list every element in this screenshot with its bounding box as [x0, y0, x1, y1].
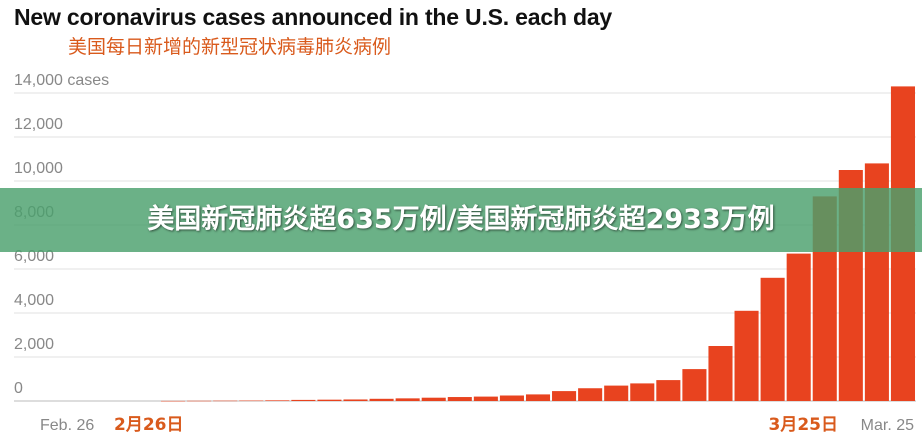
bar	[161, 400, 186, 402]
bar	[239, 400, 264, 402]
x-axis-label: Feb. 26	[40, 417, 94, 434]
bar	[682, 369, 707, 401]
y-tick-label: 6,000	[14, 248, 54, 265]
bar	[499, 395, 524, 401]
bar	[291, 399, 316, 401]
bar	[604, 385, 629, 401]
y-tick-label: 12,000	[14, 116, 63, 133]
overlay-banner: 美国新冠肺炎超635万例/美国新冠肺炎超2933万例	[0, 188, 922, 252]
y-tick-label: 10,000	[14, 160, 63, 177]
bar	[656, 380, 681, 401]
bar	[473, 396, 498, 401]
bar	[317, 399, 342, 401]
bar	[213, 400, 238, 402]
bar	[760, 277, 785, 401]
bar	[525, 394, 551, 401]
bar	[395, 398, 420, 401]
x-axis-labels: Feb. 26 2月26日 3月25日 Mar. 25	[40, 415, 914, 435]
bar	[265, 400, 290, 401]
bar	[708, 346, 733, 401]
y-tick-label: 0	[14, 380, 23, 397]
chart-subtitle: 美国每日新增的新型冠状病毒肺炎病例	[68, 36, 392, 58]
bar	[447, 397, 472, 401]
y-tick-label: 2,000	[14, 336, 54, 353]
bar	[343, 399, 368, 401]
x-axis-label: 3月25日	[769, 415, 839, 435]
bar	[734, 310, 759, 401]
y-tick-label: 4,000	[14, 292, 54, 309]
chart-title: New coronavirus cases announced in the U…	[14, 4, 613, 30]
bar	[552, 391, 577, 401]
bar	[187, 400, 212, 402]
x-axis-label: Mar. 25	[861, 417, 914, 434]
overlay-banner-text: 美国新冠肺炎超635万例/美国新冠肺炎超2933万例	[147, 204, 775, 235]
bar	[786, 253, 811, 401]
bar	[578, 388, 603, 401]
bar	[369, 398, 394, 401]
x-axis-label: 2月26日	[114, 415, 184, 435]
y-tick-label: 14,000 cases	[14, 72, 109, 89]
bar	[421, 397, 446, 401]
bar	[630, 383, 655, 401]
